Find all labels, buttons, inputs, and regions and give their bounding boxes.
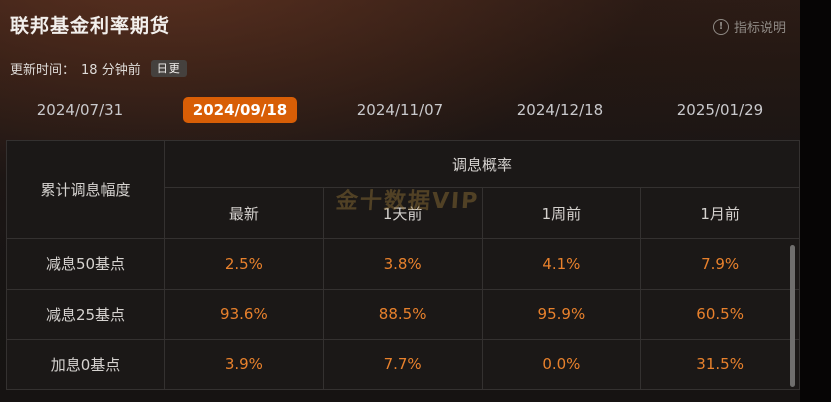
widget-content: 联邦基金利率期货 ! 指标说明 更新时间： 18 分钟前 日更 2024/07/3… bbox=[0, 0, 800, 402]
table-column-header-row: 最新 1天前 1周前 1月前 bbox=[7, 187, 800, 240]
probability-value: 95.9% bbox=[481, 288, 642, 340]
col-header-1-day-ago: 1天前 bbox=[322, 187, 483, 240]
indicator-help-label: 指标说明 bbox=[733, 21, 786, 36]
date-tabs: 2024/07/31 2024/09/18 2024/11/07 2024/12… bbox=[0, 90, 800, 130]
tab-date-2024-07-31[interactable]: 2024/07/31 bbox=[36, 101, 124, 119]
table-group-header-row: 累计调息幅度 调息概率 bbox=[6, 139, 800, 240]
probability-value: 88.5% bbox=[322, 288, 483, 340]
probability-value: 93.6% bbox=[164, 288, 324, 340]
table-row: 减息50基点 2.5% 3.8% 4.1% 7.9% bbox=[6, 238, 800, 290]
tab-date-2024-09-18[interactable]: 2024/09/18 bbox=[160, 90, 320, 130]
page-title: 联邦基金利率期货 bbox=[10, 15, 171, 37]
widget-header: 联邦基金利率期货 ! 指标说明 bbox=[10, 11, 786, 38]
table-row: 加息0基点 3.9% 7.7% 0.0% 31.5% bbox=[6, 338, 800, 391]
probability-value: 2.5% bbox=[164, 238, 324, 290]
probability-value: 3.9% bbox=[164, 338, 324, 391]
rate-probability-table: 累计调息幅度 调息概率 最新 1天前 1周前 1月前 减息50基点 2.5% 3… bbox=[6, 139, 800, 391]
probability-value: 7.9% bbox=[640, 238, 800, 290]
row-label: 减息25基点 bbox=[6, 288, 165, 340]
update-time-row: 更新时间： 18 分钟前 日更 bbox=[10, 59, 187, 78]
col-header-latest: 最新 bbox=[164, 187, 324, 240]
update-time-label: 更新时间： bbox=[10, 63, 76, 78]
probability-value: 3.8% bbox=[322, 238, 483, 290]
tab-date-2025-01-29[interactable]: 2025/01/29 bbox=[676, 101, 764, 119]
col-header-1-month-ago: 1月前 bbox=[640, 187, 800, 240]
probability-value: 7.7% bbox=[322, 338, 483, 391]
col-header-1-week-ago: 1周前 bbox=[481, 187, 642, 240]
probability-value: 4.1% bbox=[481, 238, 642, 290]
tab-date-2024-11-07[interactable]: 2024/11/07 bbox=[356, 101, 444, 119]
group-header-cell: 调息概率 bbox=[164, 139, 800, 189]
vertical-scrollbar-thumb[interactable] bbox=[790, 245, 795, 387]
probability-value: 31.5% bbox=[640, 338, 800, 391]
probability-value: 60.5% bbox=[640, 288, 800, 340]
probability-value: 0.0% bbox=[481, 338, 642, 391]
table-row: 减息25基点 93.6% 88.5% 95.9% 60.5% bbox=[6, 288, 800, 340]
row-header-cell: 累计调息幅度 bbox=[6, 139, 165, 240]
row-label: 减息50基点 bbox=[6, 238, 165, 290]
outer-background-strip bbox=[800, 0, 831, 402]
row-label: 加息0基点 bbox=[6, 338, 165, 391]
daily-update-badge: 日更 bbox=[150, 60, 187, 77]
tab-date-2024-12-18[interactable]: 2024/12/18 bbox=[516, 101, 604, 119]
update-time-value: 18 分钟前 bbox=[81, 63, 141, 78]
indicator-help-link[interactable]: ! 指标说明 bbox=[712, 17, 786, 36]
info-icon: ! bbox=[712, 18, 729, 35]
